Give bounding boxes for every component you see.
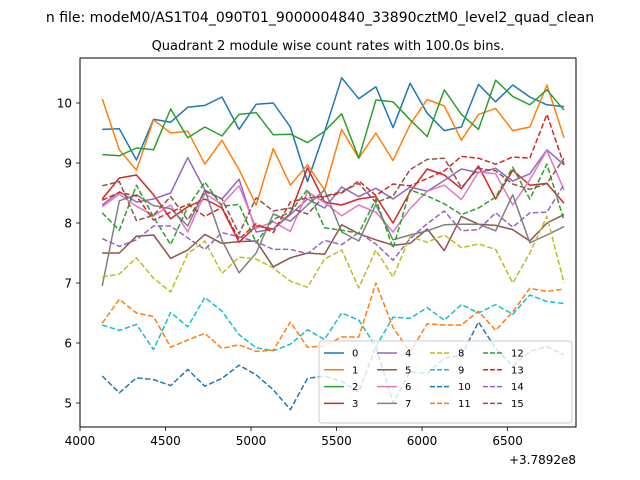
legend-label-12: 12 xyxy=(511,349,524,360)
y-axis: 5 6 7 8 9 10 xyxy=(57,97,80,411)
x-tick-label: 4000 xyxy=(65,434,96,448)
legend-label-3: 3 xyxy=(352,399,358,410)
legend-label-7: 7 xyxy=(405,399,411,410)
x-axis: 4000 4500 5000 5500 6000 6500 xyxy=(65,427,523,448)
x-tick-label: 4500 xyxy=(150,434,181,448)
series-line-2 xyxy=(102,79,565,159)
series-line-13 xyxy=(101,113,565,240)
legend-label-11: 11 xyxy=(458,399,471,410)
series-line-3 xyxy=(101,165,565,243)
series-line-12 xyxy=(101,163,565,249)
legend-label-4: 4 xyxy=(405,349,411,360)
series-line-1 xyxy=(101,84,565,206)
series-line-7 xyxy=(101,189,565,287)
x-tick-label: 5500 xyxy=(321,434,352,448)
plot-frame xyxy=(79,57,577,428)
series-line-0 xyxy=(102,77,565,183)
series-line-14 xyxy=(101,184,565,261)
y-tick-label: 8 xyxy=(64,217,72,231)
y-tick-label: 9 xyxy=(64,157,72,171)
chart-title: n file: modeM0/AS1T04_090T01_9000004840_… xyxy=(46,10,594,26)
legend-box xyxy=(318,340,573,424)
legend-label-8: 8 xyxy=(458,349,464,360)
y-tick-label: 7 xyxy=(64,277,72,291)
legend-label-13: 13 xyxy=(511,365,524,376)
legend-label-10: 10 xyxy=(458,382,471,393)
legend-label-0: 0 xyxy=(352,349,358,360)
y-tick-label: 5 xyxy=(64,397,72,411)
x-offset-label: +3.7892e8 xyxy=(509,453,576,467)
legend-label-5: 5 xyxy=(405,365,411,376)
legend-label-2: 2 xyxy=(352,382,358,393)
x-tick-label: 6000 xyxy=(407,434,438,448)
series-layer xyxy=(101,77,565,411)
chart-subtitle: Quadrant 2 module wise count rates with … xyxy=(152,39,505,54)
legend-label-15: 15 xyxy=(511,399,524,410)
series-line-9 xyxy=(102,294,565,352)
series-line-8 xyxy=(102,215,565,293)
x-tick-label: 5000 xyxy=(236,434,267,448)
legend-label-9: 9 xyxy=(458,365,464,376)
legend-label-6: 6 xyxy=(405,382,411,393)
series-line-11 xyxy=(101,282,565,353)
series-line-4 xyxy=(101,149,565,233)
legend-label-1: 1 xyxy=(352,365,358,376)
y-tick-label: 6 xyxy=(64,337,72,351)
series-line-5 xyxy=(102,213,565,268)
x-tick-label: 6500 xyxy=(492,434,523,448)
series-line-15 xyxy=(102,157,565,235)
y-tick-label: 10 xyxy=(57,97,72,111)
legend-label-14: 14 xyxy=(511,382,524,393)
